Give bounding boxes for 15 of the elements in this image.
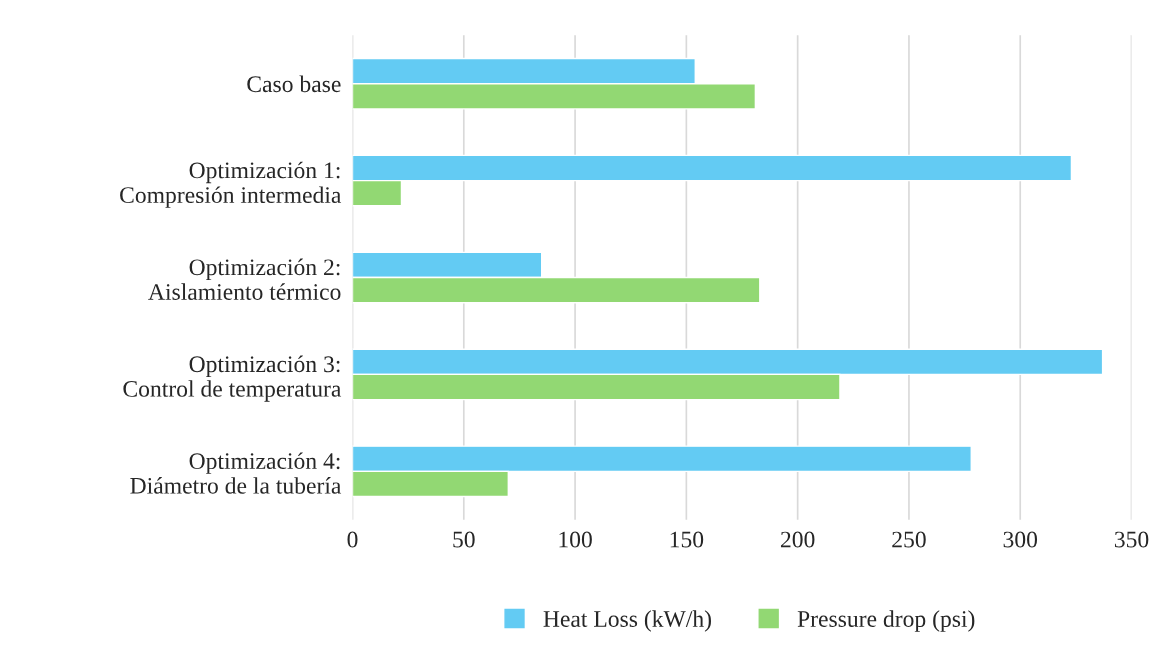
y-tick-label: Caso base bbox=[247, 75, 341, 93]
legend-label: Pressure drop (psi) bbox=[797, 610, 975, 632]
legend-label: Heat Loss (kW/h) bbox=[543, 610, 711, 632]
y-tick-label: Optimización 4: Diámetro de la tubería bbox=[130, 452, 342, 494]
x-tick-label: 350 bbox=[1114, 531, 1149, 548]
x-tick-label: 200 bbox=[780, 531, 815, 548]
x-tick-label: 250 bbox=[892, 531, 926, 548]
x-tick-label: 100 bbox=[559, 531, 592, 548]
x-tick-label: 0 bbox=[347, 531, 358, 548]
x-tick-label: 50 bbox=[453, 531, 475, 548]
x-tick-label: 150 bbox=[670, 531, 704, 548]
y-tick-label: Optimización 2: Aislamiento térmico bbox=[148, 258, 341, 300]
y-tick-label: Optimización 3: Control de temperatura bbox=[123, 355, 342, 402]
y-tick-label: Optimización 1: Compresión intermedia bbox=[120, 161, 342, 208]
x-tick-label: 300 bbox=[1003, 531, 1038, 548]
